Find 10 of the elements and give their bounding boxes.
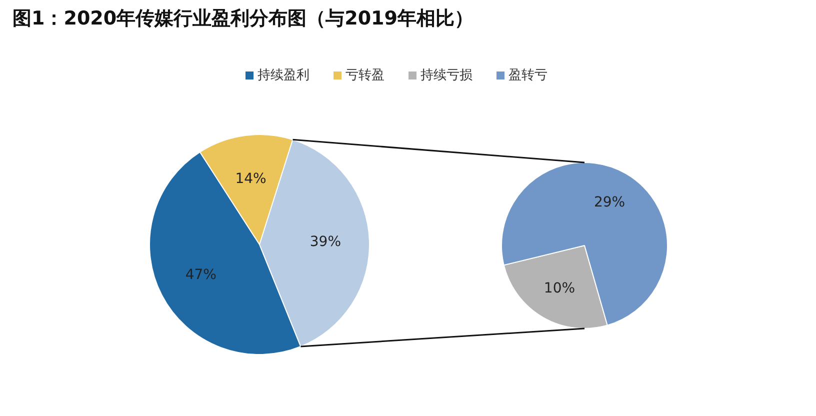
- data-label: 47%: [185, 266, 216, 283]
- data-label: 39%: [310, 234, 342, 250]
- chart-title: 图1：2020年传媒行业盈利分布图（与2019年相比）: [12, 8, 474, 30]
- legend-label: 盈转亏: [508, 68, 548, 83]
- data-label: 14%: [235, 171, 266, 188]
- legend-label: 亏转盈: [346, 68, 384, 83]
- data-label: 29%: [594, 194, 626, 210]
- legend-label: 持续亏损: [420, 68, 472, 83]
- data-label: 10%: [544, 280, 576, 297]
- legend-label: 持续盈利: [258, 68, 310, 83]
